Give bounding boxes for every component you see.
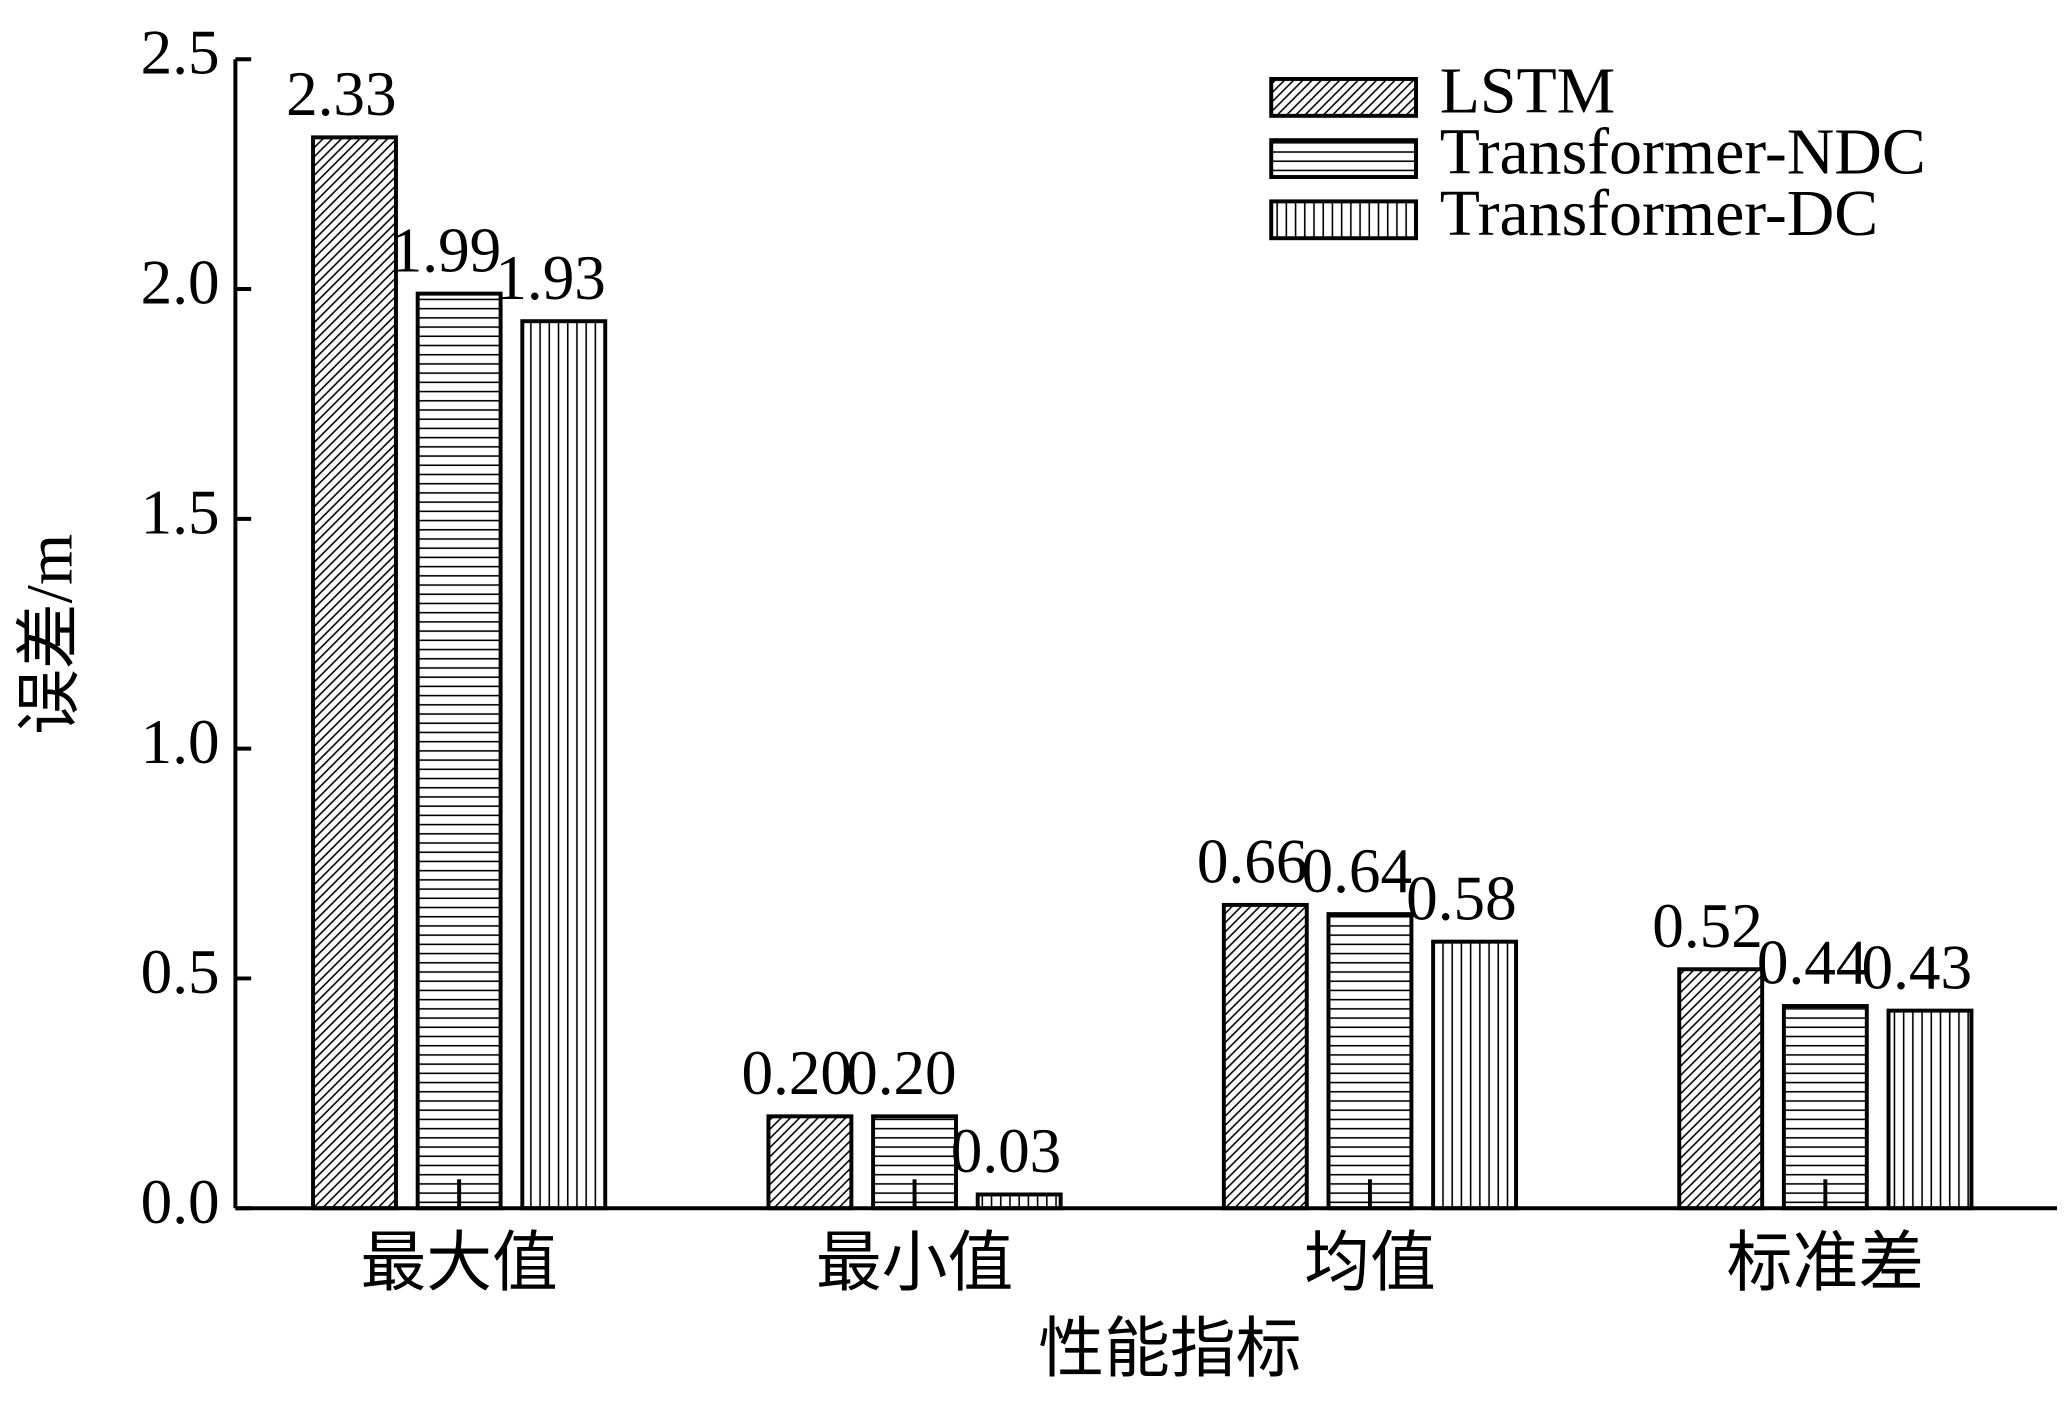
legend-swatch (1269, 199, 1418, 241)
bar (1221, 902, 1309, 1211)
y-axis-label: 误差/m (13, 534, 86, 735)
x-tick-label: 标准差 (1727, 1227, 1924, 1300)
legend-label: Transformer-DC (1440, 177, 1879, 250)
value-label: 0.58 (1406, 863, 1517, 933)
value-label: 0.44 (1757, 928, 1868, 998)
y-tick-label: 2.0 (141, 248, 220, 318)
value-label: 2.33 (286, 59, 397, 129)
bar (1326, 912, 1414, 1211)
bar (311, 135, 398, 1211)
legend-label: LSTM (1440, 54, 1615, 127)
x-tick-label: 最小值 (816, 1227, 1013, 1300)
x-tick-label: 均值 (1304, 1227, 1436, 1300)
legend-label: Transformer-NDC (1440, 116, 1926, 189)
bar (1677, 967, 1765, 1211)
value-label: 0.20 (846, 1038, 957, 1108)
value-label: 0.52 (1652, 891, 1763, 961)
x-axis-label: 性能指标 (1038, 1313, 1301, 1386)
value-label: 0.03 (951, 1116, 1062, 1186)
value-label: 0.64 (1302, 836, 1413, 906)
value-label: 1.93 (495, 243, 606, 313)
bar (520, 319, 608, 1211)
y-tick-label: 0.0 (141, 1167, 220, 1237)
value-label: 0.43 (1862, 932, 1973, 1002)
bar (415, 291, 503, 1211)
bar (1886, 1008, 1974, 1211)
bar (975, 1192, 1063, 1211)
y-tick-label: 0.5 (141, 937, 220, 1007)
legend-swatch (1269, 76, 1418, 118)
value-label: 0.20 (741, 1038, 852, 1108)
bar (766, 1114, 854, 1211)
value-label: 0.66 (1197, 827, 1308, 897)
x-tick-label: 最大值 (360, 1227, 557, 1300)
legend-swatch (1269, 138, 1418, 180)
bar (1781, 1004, 1869, 1211)
y-tick-label: 1.0 (141, 707, 220, 777)
bar (1431, 939, 1519, 1211)
value-label: 1.99 (391, 215, 502, 285)
y-tick-label: 2.5 (141, 18, 220, 88)
y-tick-label: 1.5 (141, 477, 220, 547)
